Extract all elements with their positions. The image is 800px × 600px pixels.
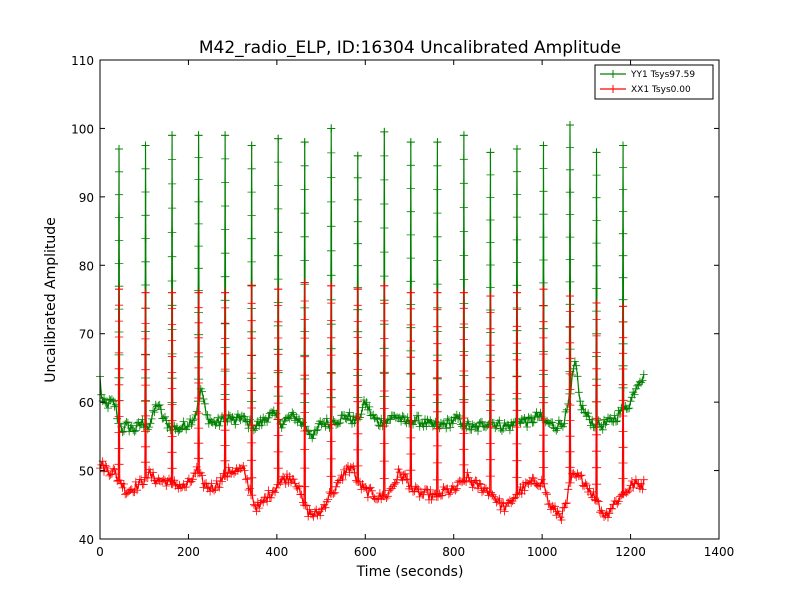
peak-point xyxy=(300,138,309,147)
legend-label: YY1 Tsys97.59 xyxy=(630,70,695,80)
peak-point xyxy=(380,127,389,136)
legend: YY1 Tsys97.59 XX1 Tsys0.00 xyxy=(594,64,714,100)
peak-point xyxy=(327,124,336,133)
peak-point xyxy=(619,302,628,311)
legend-item: XX1 Tsys0.00 xyxy=(600,85,691,95)
peak-point xyxy=(300,278,309,287)
peak-point xyxy=(353,151,362,160)
y-tick-label: 60 xyxy=(79,396,94,410)
peak-point xyxy=(247,141,256,150)
peak-point xyxy=(221,288,230,297)
x-tick-label: 600 xyxy=(354,545,377,559)
peak-point xyxy=(459,131,468,140)
peak-point xyxy=(141,288,150,297)
legend-marker xyxy=(609,70,617,78)
y-tick-label: 90 xyxy=(79,191,94,205)
peak-point xyxy=(115,144,124,153)
series-layer xyxy=(96,121,648,524)
peak-point xyxy=(539,285,548,294)
peak-point xyxy=(565,121,574,130)
peak-point xyxy=(592,298,601,307)
series-xx1 xyxy=(96,278,648,524)
x-tick-label: 800 xyxy=(442,545,465,559)
x-tick-label: 400 xyxy=(265,545,288,559)
x-tick-label: 1400 xyxy=(704,545,735,559)
peak-point xyxy=(539,141,548,150)
peak-point xyxy=(194,131,203,140)
plot-frame xyxy=(99,59,720,540)
peak-point xyxy=(380,281,389,290)
peak-point xyxy=(406,288,415,297)
peak-point xyxy=(141,141,150,150)
peak-point xyxy=(512,288,521,297)
peak-point xyxy=(115,285,124,294)
peak-point xyxy=(565,292,574,301)
peak-point xyxy=(247,281,256,290)
peak-point xyxy=(433,138,442,147)
x-tick-label: 0 xyxy=(96,545,104,559)
y-tick-label: 110 xyxy=(71,54,94,68)
peak-point xyxy=(274,285,283,294)
x-tick-label: 1200 xyxy=(615,545,646,559)
peak-point xyxy=(221,131,230,140)
y-axis-label: Uncalibrated Amplitude xyxy=(43,217,59,383)
peak-point xyxy=(168,288,177,297)
y-tick-label: 50 xyxy=(79,465,94,479)
peak-point xyxy=(406,138,415,147)
peak-point xyxy=(274,134,283,143)
x-tick-label: 200 xyxy=(177,545,200,559)
y-tick-label: 40 xyxy=(79,533,94,547)
y-tick-label: 100 xyxy=(71,122,94,136)
peak-point xyxy=(168,131,177,140)
peak-point xyxy=(459,288,468,297)
y-tick-label: 70 xyxy=(79,328,94,342)
plot-area xyxy=(100,60,719,539)
x-tick-label: 1000 xyxy=(527,545,558,559)
peak-point xyxy=(194,288,203,297)
peak-point xyxy=(486,292,495,301)
y-tick-label: 80 xyxy=(79,259,94,273)
chart-title: M42_radio_ELP, ID:16304 Uncalibrated Amp… xyxy=(199,38,621,58)
peak-point xyxy=(327,281,336,290)
peak-point xyxy=(619,141,628,150)
legend-marker xyxy=(609,85,617,93)
y-axis: 40 50 60 70 80 90 100 110 xyxy=(71,54,719,547)
x-axis: 0 200 400 600 800 1000 1200 1400 xyxy=(96,60,734,559)
legend-box xyxy=(594,64,714,100)
peak-point xyxy=(486,148,495,157)
peak-point xyxy=(353,285,362,294)
legend-label: XX1 Tsys0.00 xyxy=(631,85,691,95)
peak-point xyxy=(512,144,521,153)
x-axis-label: Time (seconds) xyxy=(356,564,464,580)
legend-item: YY1 Tsys97.59 xyxy=(600,70,695,80)
peak-point xyxy=(592,148,601,157)
peak-point xyxy=(433,288,442,297)
